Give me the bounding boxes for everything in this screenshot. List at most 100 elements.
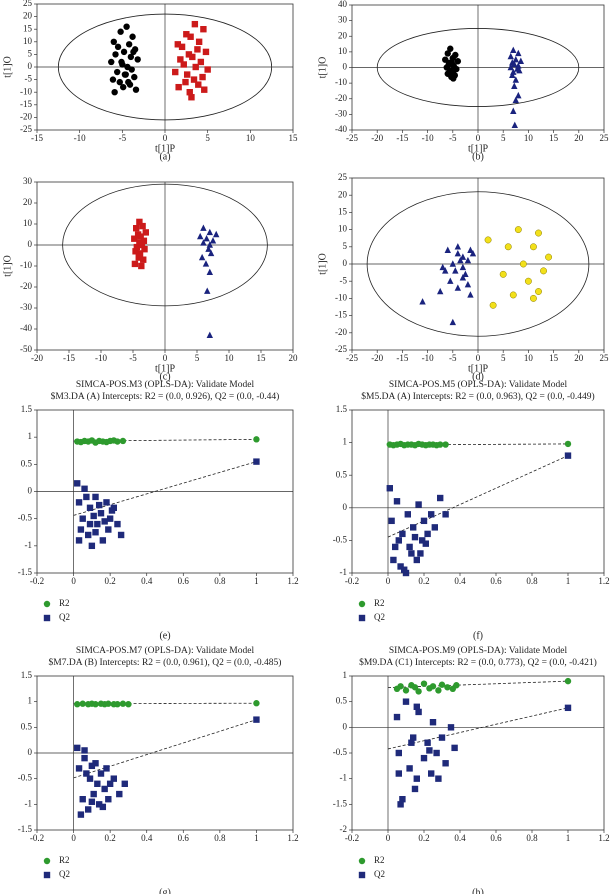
point <box>413 775 420 782</box>
point <box>511 121 518 129</box>
y-tick-label: -1 <box>340 567 348 577</box>
point <box>395 770 402 777</box>
point <box>117 531 125 539</box>
x-tick-label: -5 <box>129 353 137 363</box>
point <box>99 537 107 544</box>
point <box>535 288 542 295</box>
x-tick-label: -20 <box>371 133 383 143</box>
chart-title: SIMCA-POS.M5 (OPLS-DA): Validate Model <box>389 379 568 390</box>
point <box>564 452 572 459</box>
point <box>75 765 83 772</box>
point <box>183 71 191 78</box>
y-tick-label: -15 <box>335 310 347 320</box>
x-tick-label: 5 <box>501 133 506 143</box>
y-tick-label: 10 <box>338 46 348 56</box>
point <box>401 566 408 573</box>
x-tick-label: 15 <box>549 353 559 363</box>
y-tick-label: -5 <box>25 74 33 84</box>
point <box>81 485 88 492</box>
y-tick-label: -20 <box>20 281 32 291</box>
point <box>139 222 146 230</box>
x-tick-label: 5 <box>205 133 210 143</box>
point <box>438 734 446 741</box>
point <box>454 58 462 65</box>
point <box>86 775 94 782</box>
x-tick-label: 0.4 <box>141 833 153 843</box>
point <box>467 291 474 298</box>
legend-swatch <box>43 600 51 608</box>
y-tick-label: 25 <box>338 172 348 182</box>
point <box>564 704 572 712</box>
point <box>201 86 208 93</box>
point <box>428 770 435 777</box>
point <box>459 274 467 281</box>
point <box>467 246 474 253</box>
y-tick-label: -20 <box>20 111 32 121</box>
y-tick-label: -0.5 <box>18 773 33 783</box>
point <box>564 677 572 685</box>
confidence-ellipse <box>62 183 268 307</box>
legend-swatch <box>43 871 51 879</box>
point <box>111 89 118 96</box>
chart-subtitle: $M7.DA (B) Intercepts: R2 = (0.0, 0.961)… <box>49 657 282 668</box>
y-tick-label: 0 <box>343 502 348 512</box>
point <box>444 50 451 57</box>
y-tick-label: 30 <box>338 15 348 25</box>
y-tick-label: 5 <box>343 241 348 251</box>
plot-frame <box>36 181 294 351</box>
point <box>122 71 129 78</box>
x-tick-label: -5 <box>449 353 457 363</box>
point <box>114 520 121 528</box>
y-tick-label: 0 <box>343 258 348 268</box>
point <box>85 531 92 539</box>
point <box>92 493 99 501</box>
legend-label: R2 <box>374 598 385 608</box>
x-tick-label: -0.2 <box>30 576 44 586</box>
point <box>79 796 86 803</box>
point <box>206 241 213 248</box>
x-axis-label: t[1]P <box>468 143 488 154</box>
y-tick-label: -30 <box>20 302 32 312</box>
point <box>420 517 428 525</box>
legend-label: R2 <box>374 855 385 865</box>
point <box>410 524 417 531</box>
y-tick-label: -15 <box>20 99 32 109</box>
y-tick-label: -10 <box>20 86 32 96</box>
y-tick-label: -10 <box>20 260 32 270</box>
point <box>108 58 115 66</box>
legend-label: Q2 <box>59 869 70 879</box>
x-tick-label: 15 <box>289 133 299 143</box>
y-tick-label: 0 <box>28 486 33 496</box>
panel-label: (a) <box>159 151 170 162</box>
point <box>178 43 186 51</box>
x-tick-label: -25 <box>346 133 358 143</box>
point <box>200 26 207 33</box>
x-tick-label: 1 <box>254 576 259 586</box>
y-tick-label: 10 <box>23 36 33 46</box>
y-tick-label: -1 <box>25 798 33 808</box>
point <box>452 267 459 274</box>
legend-swatch <box>43 614 51 622</box>
x-tick-label: 0 <box>71 576 76 586</box>
point <box>524 277 532 285</box>
point <box>105 796 112 803</box>
point <box>105 526 112 533</box>
y-tick-label: -50 <box>20 344 32 354</box>
point <box>512 76 519 83</box>
point <box>195 81 202 88</box>
x-axis-label: t[1]P <box>155 143 175 154</box>
x-tick-label: 15 <box>257 353 267 363</box>
panel: -0.2 0 0.2 0.4 0.6 0.8 1 1.2 -1 -0.5 0 0.5 1 1.5 SIMCA… <box>333 379 610 641</box>
point <box>200 224 207 231</box>
point <box>141 246 148 253</box>
x-tick-label: 10 <box>225 353 235 363</box>
chart-subtitle: $M5.DA (A) Intercepts: R2 = (0.0, 0.963)… <box>361 391 594 402</box>
x-tick-label: -15 <box>31 133 43 143</box>
point <box>74 701 81 708</box>
y-tick-label: 0 <box>343 62 348 72</box>
point <box>410 734 417 741</box>
x-tick-label: 0.2 <box>105 576 116 586</box>
point <box>186 89 193 96</box>
y-axis-label: t[1]O <box>317 253 328 275</box>
